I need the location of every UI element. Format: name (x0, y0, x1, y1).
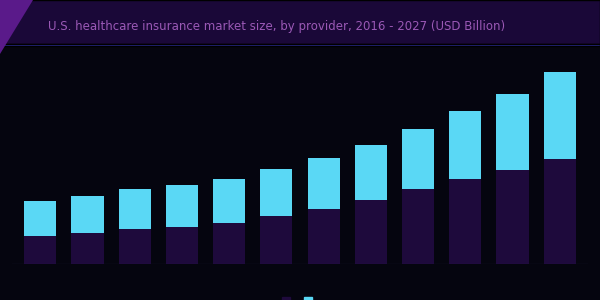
Bar (355, 145, 387, 200)
Text: U.S. healthcare insurance market size, by provider, 2016 - 2027 (USD Billion): U.S. healthcare insurance market size, b… (48, 20, 505, 33)
Bar (402, 129, 434, 190)
Bar (71, 233, 104, 264)
Bar (449, 111, 481, 179)
Bar (119, 230, 151, 264)
Bar (308, 158, 340, 209)
Bar (213, 179, 245, 223)
Legend:  ,  : , (282, 296, 318, 300)
Bar (544, 159, 576, 264)
Bar (71, 196, 104, 233)
Bar (260, 169, 292, 216)
Bar (496, 94, 529, 170)
Bar (119, 190, 151, 230)
Bar (260, 216, 292, 264)
Bar (496, 170, 529, 264)
Bar (166, 185, 198, 227)
Bar (355, 200, 387, 264)
Bar (402, 190, 434, 264)
Bar (308, 209, 340, 264)
Bar (449, 179, 481, 264)
Bar (166, 227, 198, 264)
Bar (213, 223, 245, 264)
Bar (24, 236, 56, 264)
Bar (544, 72, 576, 159)
Bar (24, 201, 56, 236)
